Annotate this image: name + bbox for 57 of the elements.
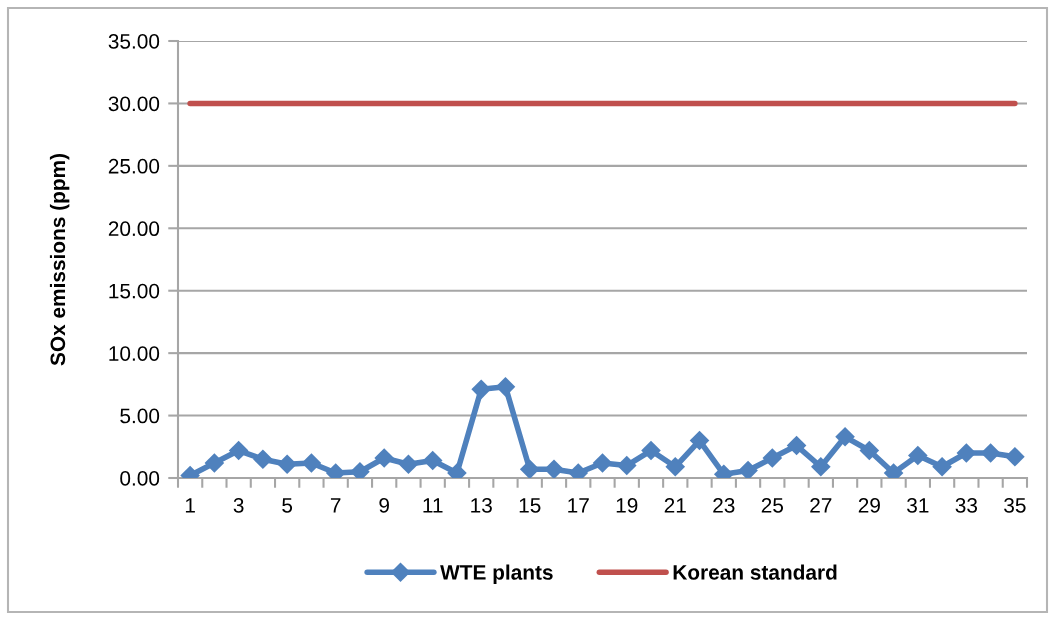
point bbox=[204, 453, 225, 473]
y-tick-label: 25.00 bbox=[108, 158, 160, 174]
point bbox=[665, 456, 686, 477]
legend-label: Korean standard bbox=[673, 564, 837, 580]
x-tick-label: 25 bbox=[761, 497, 784, 513]
x-tick-label: 9 bbox=[379, 497, 389, 513]
point bbox=[859, 440, 880, 461]
point bbox=[422, 450, 443, 471]
x-tick-label: 1 bbox=[185, 498, 195, 513]
point bbox=[641, 440, 661, 461]
point bbox=[1005, 446, 1025, 467]
x-tick-label: 19 bbox=[616, 497, 638, 513]
x-tick-label: 17 bbox=[568, 498, 589, 513]
point bbox=[544, 459, 564, 478]
x-tick-label: 5 bbox=[282, 498, 293, 513]
y-tick-label: 20.00 bbox=[108, 221, 160, 237]
point bbox=[738, 460, 758, 478]
point bbox=[398, 454, 419, 475]
y-tick-label: 5.00 bbox=[120, 408, 160, 424]
x-tick-label: 35 bbox=[1004, 497, 1026, 513]
point bbox=[810, 456, 831, 477]
x-tick-label: 11 bbox=[423, 498, 443, 513]
x-tick-label: 33 bbox=[955, 497, 978, 513]
point bbox=[471, 379, 492, 400]
y-tick-label: 35.00 bbox=[108, 34, 160, 49]
point bbox=[908, 445, 928, 466]
point bbox=[616, 455, 637, 476]
point bbox=[277, 454, 297, 475]
x-tick-label: 21 bbox=[664, 497, 686, 513]
point bbox=[689, 430, 710, 451]
x-tick-label: 31 bbox=[907, 497, 929, 513]
y-tick-label: 10.00 bbox=[109, 346, 160, 361]
point bbox=[592, 453, 613, 473]
x-tick-label: 27 bbox=[810, 497, 832, 513]
x-tick-label: 13 bbox=[471, 497, 492, 513]
point bbox=[519, 459, 540, 478]
point bbox=[301, 453, 322, 473]
y-tick-label: 30.00 bbox=[108, 96, 160, 112]
legend-label: WTE plants bbox=[440, 564, 553, 584]
x-tick-label: 3 bbox=[233, 497, 244, 513]
point bbox=[786, 435, 807, 456]
point bbox=[762, 448, 783, 468]
point bbox=[932, 456, 952, 477]
point bbox=[374, 448, 395, 468]
point bbox=[980, 443, 1001, 463]
y-axis-title: SOx emissions (ppm) bbox=[49, 154, 70, 366]
x-tick-label: 23 bbox=[713, 497, 735, 513]
point bbox=[495, 377, 516, 397]
point bbox=[835, 426, 855, 447]
point bbox=[228, 440, 249, 461]
x-tick-label: 7 bbox=[330, 498, 341, 513]
y-tick-label: 0.00 bbox=[120, 471, 160, 486]
point bbox=[956, 443, 977, 463]
point bbox=[253, 449, 273, 470]
y-tick-label: 15.00 bbox=[109, 283, 160, 299]
x-tick-label: 29 bbox=[858, 497, 880, 513]
x-tick-label: 15 bbox=[519, 498, 541, 513]
